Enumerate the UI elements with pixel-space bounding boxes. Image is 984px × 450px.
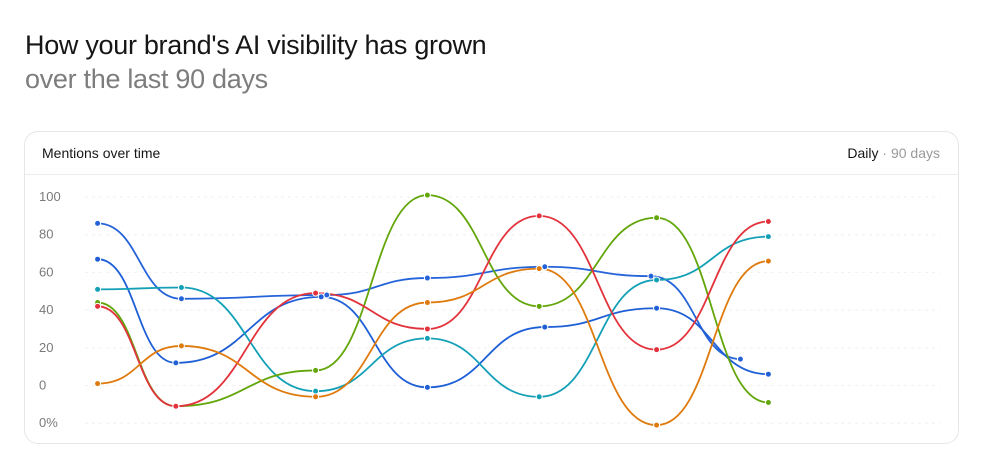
y-tick-label: 40 [39,302,53,317]
data-point-3[interactable] [764,233,772,241]
page-subtitle: over the last 90 days [25,64,268,94]
page-title: How your brand's AI visibility has grown [25,30,487,60]
data-point-6[interactable] [423,299,431,307]
range-separator: · [882,145,888,161]
data-point-5[interactable] [653,346,661,354]
y-tick-label: 0 [39,378,46,393]
card-header: Mentions over time Daily · 90 days [25,132,958,175]
data-point-3[interactable] [312,387,320,395]
series-line-3 [97,235,769,398]
data-point-1[interactable] [177,295,185,303]
data-point-4[interactable] [653,214,661,222]
y-tick-label: 80 [39,227,53,242]
data-point-3[interactable] [653,276,661,284]
data-point-5[interactable] [764,218,772,226]
data-point-3[interactable] [177,283,185,291]
range-granularity: Daily [847,145,879,161]
data-point-2[interactable] [94,255,102,263]
series-line-5 [97,214,769,408]
data-point-1[interactable] [94,219,102,227]
data-point-6[interactable] [535,265,543,273]
data-point-5[interactable] [423,325,431,333]
data-point-2[interactable] [764,370,772,378]
data-point-2[interactable] [317,293,325,301]
y-tick-label: 60 [39,264,53,279]
y-tick-label: 100 [39,189,61,204]
data-point-1[interactable] [736,355,744,363]
data-point-6[interactable] [312,393,320,401]
data-point-3[interactable] [94,285,102,293]
data-point-4[interactable] [764,398,772,406]
data-point-2[interactable] [172,359,180,367]
data-point-4[interactable] [423,191,431,199]
data-point-2[interactable] [541,323,549,331]
data-point-1[interactable] [647,272,655,280]
data-point-2[interactable] [423,383,431,391]
data-point-1[interactable] [423,274,431,282]
card-title: Mentions over time [42,145,161,161]
y-tick-label: 0% [39,415,58,430]
data-point-5[interactable] [172,402,180,410]
series-line-4 [97,194,769,408]
data-point-5[interactable] [312,289,320,297]
range-period: 90 days [890,145,940,161]
line-chart: 100 80 60 40 20 0 0% [39,189,940,430]
data-point-3[interactable] [423,334,431,342]
series-line-6 [97,260,769,426]
data-point-5[interactable] [94,302,102,310]
data-point-4[interactable] [535,302,543,310]
page-heading: How your brand's AI visibility has grown… [25,28,487,96]
data-point-6[interactable] [653,421,661,429]
data-point-6[interactable] [764,257,772,265]
data-point-6[interactable] [94,380,102,388]
y-tick-label: 20 [39,340,53,355]
data-point-6[interactable] [177,342,185,350]
time-range-label[interactable]: Daily · 90 days [847,145,940,161]
data-point-4[interactable] [312,366,320,374]
data-point-5[interactable] [535,212,543,220]
data-point-3[interactable] [535,393,543,401]
data-point-2[interactable] [653,304,661,312]
mentions-chart-card: Mentions over time Daily · 90 days 100 80… [24,131,959,444]
